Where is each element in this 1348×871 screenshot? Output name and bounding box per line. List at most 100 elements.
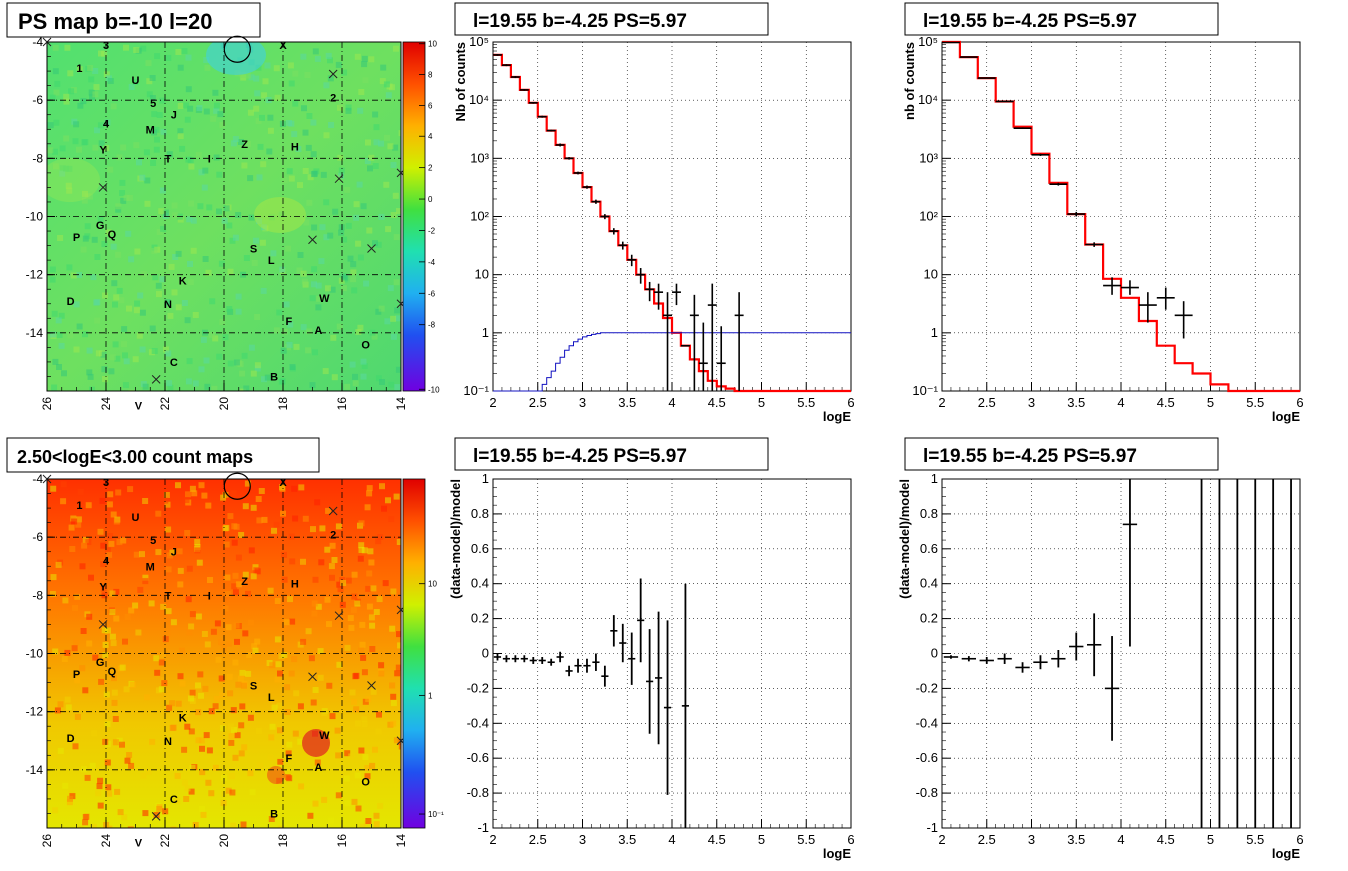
map-pixel xyxy=(144,177,151,184)
map-pixel xyxy=(392,192,399,199)
map-source-label: 1 xyxy=(76,500,82,512)
map-pixel xyxy=(64,44,71,51)
map-pixel xyxy=(340,285,347,292)
map-pixel xyxy=(323,234,330,241)
map-pixel xyxy=(238,532,245,538)
residual-point xyxy=(583,658,591,673)
residual-right-plot: 2 2.5 3 3.5 4 4.5 5 5.5 6 -1 -0.8 -0.6 -0.4 -0.2 0 0.2 0… xyxy=(897,471,1304,861)
map-pixel xyxy=(350,269,357,276)
cross-stroke xyxy=(328,69,338,79)
map-pixel xyxy=(198,482,205,489)
residual-point xyxy=(565,665,573,677)
map-pixel xyxy=(122,382,129,389)
map-pixel xyxy=(154,53,161,60)
map-pixel xyxy=(387,143,394,150)
map-pixel xyxy=(311,171,317,178)
map-pixel xyxy=(61,370,67,377)
map-pixel xyxy=(310,699,317,706)
map-source-label: C xyxy=(170,794,178,806)
map-pixel xyxy=(116,287,123,294)
map-pixel xyxy=(115,251,122,258)
map-pixel xyxy=(231,523,238,530)
map-pixel xyxy=(212,703,219,710)
data-point xyxy=(680,344,690,347)
map-x-tick-label: 14 xyxy=(394,397,408,411)
map-source-label: O xyxy=(361,776,370,788)
map-pixel xyxy=(300,270,307,277)
map-source-label: 5 xyxy=(150,535,156,547)
map-pixel xyxy=(129,681,136,688)
map-pixel xyxy=(112,739,119,746)
map-pixel xyxy=(75,521,82,528)
map-x-tick-label: 22 xyxy=(158,834,172,848)
cross-stroke xyxy=(367,244,376,253)
map-pixel xyxy=(201,184,208,191)
map-pixel xyxy=(267,114,274,121)
map-pixel xyxy=(104,119,111,126)
colorbar-tick-label: 1 xyxy=(428,691,433,700)
cross-stroke xyxy=(98,620,108,629)
map-pixel xyxy=(52,358,59,365)
map-pixel xyxy=(116,737,123,744)
ps-map-title-box xyxy=(6,2,261,38)
map-pixel xyxy=(207,577,213,583)
map-pixel xyxy=(312,800,319,807)
map-pixel xyxy=(140,270,147,277)
data-point xyxy=(1156,287,1175,310)
map-pixel xyxy=(98,678,105,685)
map-pixel xyxy=(158,686,165,693)
map-pixel xyxy=(63,165,70,172)
map-pixel xyxy=(250,504,257,511)
map-pixel xyxy=(174,772,181,779)
map-pixel xyxy=(57,701,64,708)
map-pixel xyxy=(195,152,202,159)
map-pixel xyxy=(145,60,152,67)
map-y-tick-label: -10 xyxy=(26,647,44,661)
map-pixel xyxy=(315,282,322,289)
map-pixel xyxy=(300,53,307,60)
map-pixel xyxy=(101,50,108,57)
map-pixel xyxy=(47,147,54,154)
map-pixel xyxy=(376,711,382,718)
map-pixel xyxy=(323,199,330,206)
map-pixel xyxy=(384,318,391,325)
colorbar-tick-label: -6 xyxy=(428,289,436,298)
map-pixel xyxy=(319,525,326,532)
map-pixel xyxy=(94,299,101,306)
map-pixel xyxy=(98,50,104,57)
map-pixel xyxy=(203,732,210,739)
map-pixel xyxy=(143,149,150,156)
residual-point xyxy=(529,656,537,664)
map-pixel xyxy=(327,817,334,824)
map-pixel xyxy=(192,822,199,828)
map-pixel xyxy=(113,518,120,525)
map-pixel xyxy=(137,292,144,299)
map-pixel xyxy=(351,287,358,294)
map-pixel xyxy=(248,344,255,351)
map-pixel xyxy=(181,300,188,306)
map-pixel xyxy=(273,327,280,334)
map-pixel xyxy=(334,727,341,734)
map-pixel xyxy=(188,163,195,170)
map-pixel xyxy=(189,611,196,618)
map-pixel xyxy=(248,214,255,221)
map-pixel xyxy=(390,162,397,168)
residual-right-title-box xyxy=(904,437,1219,471)
map-pixel xyxy=(219,725,226,732)
map-pixel xyxy=(287,321,294,328)
map-pixel xyxy=(338,102,345,109)
data-point xyxy=(698,322,708,391)
map-pixel xyxy=(200,811,207,818)
residual-left-title: l=19.55 b=-4.25 PS=5.97 xyxy=(473,446,687,467)
map-pixel xyxy=(163,492,170,498)
residual-point xyxy=(979,656,994,664)
map-pixel xyxy=(279,485,286,492)
map-pixel xyxy=(109,590,116,597)
map-pixel xyxy=(76,146,82,153)
data-point xyxy=(591,199,601,204)
map-pixel xyxy=(314,55,321,62)
map-pixel xyxy=(360,373,367,380)
map-source-label: S xyxy=(250,680,257,692)
map-pixel xyxy=(139,174,146,181)
map-pixel xyxy=(196,105,203,111)
